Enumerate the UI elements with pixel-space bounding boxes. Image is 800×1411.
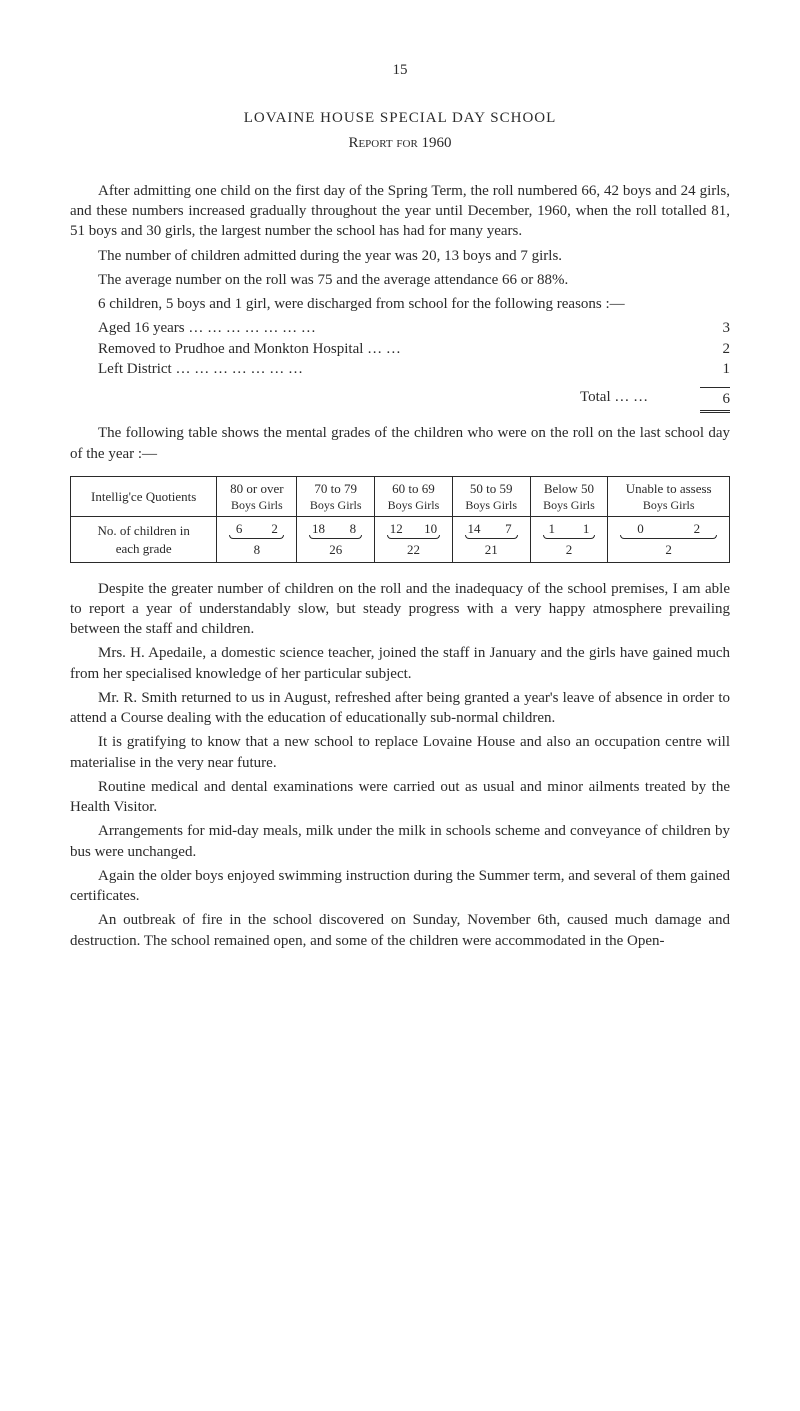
grades-table: Intellig'ce Quotients 80 or over Boys Gi… <box>70 476 730 563</box>
paragraph-2: The number of children admitted during t… <box>70 246 730 266</box>
table-cell: 14 7 21 <box>452 517 530 562</box>
document-title: LOVAINE HOUSE SPECIAL DAY SCHOOL <box>70 108 730 128</box>
page-number: 15 <box>70 60 730 80</box>
col-top: 50 to 59 <box>457 480 526 498</box>
total-row: Total … … 6 <box>98 387 730 413</box>
total-label: Total … … <box>580 387 700 413</box>
girls-val: 7 <box>495 520 523 538</box>
reason-row: Aged 16 years … … … … … … … 3 <box>98 318 730 338</box>
table-cell: 11 2 <box>530 517 608 562</box>
row-header-2: No. of children in each grade <box>71 517 217 562</box>
boys-val: 12 <box>383 520 411 538</box>
reason-row: Left District … … … … … … … 1 <box>98 359 730 379</box>
girls-val: 8 <box>339 520 367 538</box>
row-header-2a: No. of children in <box>97 523 189 538</box>
reason-value: 1 <box>700 359 730 379</box>
row-header-1: Intellig'ce Quotients <box>71 476 217 517</box>
paragraph-9: It is gratifying to know that a new scho… <box>70 732 730 773</box>
paragraph-3: The average number on the roll was 75 an… <box>70 270 730 290</box>
document-subtitle: Report for 1960 <box>70 133 730 153</box>
col-total: 8 <box>221 541 292 559</box>
col-top: 60 to 69 <box>379 480 448 498</box>
col-total: 2 <box>535 541 604 559</box>
col-total: 22 <box>379 541 448 559</box>
table-row: No. of children in each grade 62 8 188 2… <box>71 517 730 562</box>
boys-val: 14 <box>460 520 488 538</box>
row-header-2b: each grade <box>116 541 172 556</box>
col-sub: Boys Girls <box>221 497 292 513</box>
col-sub: Boys Girls <box>612 497 725 513</box>
paragraph-4: 6 children, 5 boys and 1 girl, were disc… <box>70 294 730 314</box>
paragraph-8: Mr. R. Smith returned to us in August, r… <box>70 688 730 729</box>
paragraph-11: Arrangements for mid-day meals, milk und… <box>70 821 730 862</box>
col-header: 60 to 69 Boys Girls <box>375 476 453 517</box>
reason-label: Left District … … … … … … … <box>98 359 700 379</box>
table-header-row: Intellig'ce Quotients 80 or over Boys Gi… <box>71 476 730 517</box>
col-total: 2 <box>612 541 725 559</box>
paragraph-6: Despite the greater number of children o… <box>70 579 730 640</box>
col-header: Below 50 Boys Girls <box>530 476 608 517</box>
boys-val: 0 <box>618 520 663 538</box>
col-sub: Boys Girls <box>457 497 526 513</box>
reason-label: Aged 16 years … … … … … … … <box>98 318 700 338</box>
paragraph-7: Mrs. H. Apedaile, a domestic science tea… <box>70 643 730 684</box>
table-cell: 12 10 22 <box>375 517 453 562</box>
paragraph-1: After admitting one child on the first d… <box>70 181 730 242</box>
paragraph-10: Routine medical and dental examinations … <box>70 777 730 818</box>
reasons-list: Aged 16 years … … … … … … … 3 Removed to… <box>98 318 730 379</box>
col-header: 50 to 59 Boys Girls <box>452 476 530 517</box>
spacer <box>98 387 580 413</box>
paragraph-5: The following table shows the mental gra… <box>70 423 730 464</box>
boys-val: 6 <box>225 520 253 538</box>
girls-val: 1 <box>572 520 600 538</box>
col-sub: Boys Girls <box>379 497 448 513</box>
reason-label: Removed to Prudhoe and Monkton Hospital … <box>98 339 700 359</box>
table-cell: 18 8 26 <box>297 517 375 562</box>
col-top: 80 or over <box>221 480 292 498</box>
girls-val: 2 <box>674 520 719 538</box>
table-cell: 62 8 <box>217 517 297 562</box>
table-cell: 02 2 <box>608 517 730 562</box>
col-header: 70 to 79 Boys Girls <box>297 476 375 517</box>
col-total: 26 <box>301 541 370 559</box>
boys-val: 1 <box>538 520 566 538</box>
total-value: 6 <box>700 387 730 413</box>
reason-value: 2 <box>700 339 730 359</box>
col-sub: Boys Girls <box>535 497 604 513</box>
col-total: 21 <box>457 541 526 559</box>
col-header: 80 or over Boys Girls <box>217 476 297 517</box>
paragraph-12: Again the older boys enjoyed swimming in… <box>70 866 730 907</box>
col-header: Unable to assess Boys Girls <box>608 476 730 517</box>
reason-row: Removed to Prudhoe and Monkton Hospital … <box>98 339 730 359</box>
boys-val: 18 <box>305 520 333 538</box>
girls-val: 10 <box>417 520 445 538</box>
girls-val: 2 <box>260 520 288 538</box>
col-top: 70 to 79 <box>301 480 370 498</box>
col-sub: Boys Girls <box>301 497 370 513</box>
col-top: Below 50 <box>535 480 604 498</box>
reason-value: 3 <box>700 318 730 338</box>
col-top: Unable to assess <box>612 480 725 498</box>
paragraph-13: An outbreak of fire in the school discov… <box>70 910 730 951</box>
